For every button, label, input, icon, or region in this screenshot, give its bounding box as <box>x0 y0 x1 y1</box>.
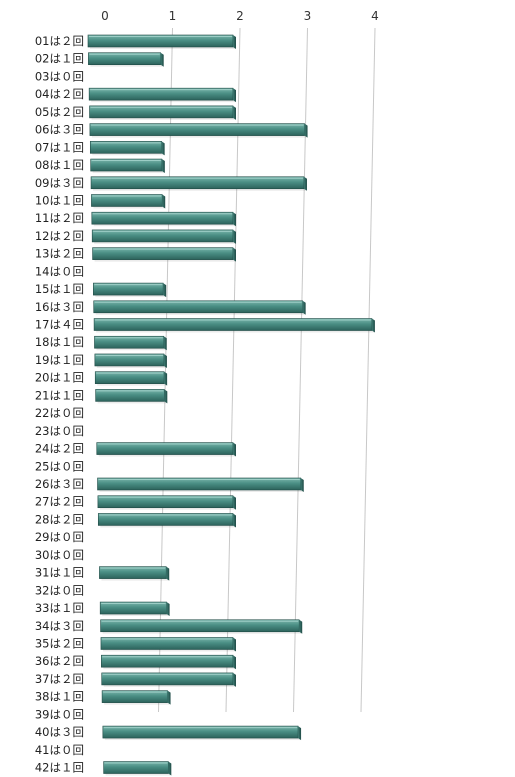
bar <box>93 282 167 298</box>
bar <box>91 194 166 209</box>
bar <box>99 566 170 581</box>
category-label: 05は２回 <box>35 105 84 119</box>
category-label: 29は０回 <box>35 530 84 544</box>
category-label: 41は０回 <box>35 743 84 757</box>
bar <box>94 371 168 386</box>
category-label: 26は３回 <box>35 477 84 491</box>
bar <box>92 247 236 262</box>
category-label: 12は２回 <box>35 229 84 243</box>
category-label: 01は２回 <box>35 34 84 48</box>
category-label: 09は３回 <box>35 176 84 190</box>
bar <box>97 477 304 492</box>
category-label: 15は１回 <box>35 282 84 296</box>
bar <box>94 335 167 351</box>
category-label: 33は１回 <box>35 601 84 615</box>
x-tick-label: 0 <box>101 9 109 23</box>
bar <box>97 513 236 528</box>
bar <box>91 229 236 244</box>
gridline-1 <box>158 27 173 713</box>
bar <box>93 300 306 315</box>
bar <box>101 654 236 670</box>
bar <box>90 158 165 174</box>
category-label: 36は２回 <box>35 654 84 668</box>
category-label: 21は１回 <box>35 388 84 402</box>
bar <box>88 87 236 103</box>
category-label: 10は１回 <box>35 193 84 207</box>
category-label: 40は３回 <box>35 725 84 739</box>
category-label: 16は３回 <box>35 300 84 314</box>
category-label: 11は２回 <box>35 211 84 225</box>
category-label: 28は２回 <box>35 512 84 526</box>
x-tick-label: 2 <box>236 9 244 23</box>
category-label: 08は１回 <box>35 158 84 172</box>
category-label: 23は０回 <box>35 424 84 438</box>
category-label: 22は０回 <box>35 406 84 420</box>
category-label: 34は３回 <box>35 619 84 633</box>
category-label: 19は１回 <box>35 353 84 367</box>
category-label: 14は０回 <box>35 264 84 278</box>
category-label: 13は２回 <box>35 247 84 261</box>
gridline-4 <box>360 27 376 713</box>
category-label: 07は１回 <box>35 140 84 154</box>
bar <box>99 601 170 617</box>
bar <box>89 105 236 120</box>
x-tick-label: 3 <box>304 9 312 23</box>
bar <box>89 123 308 138</box>
category-label: 20は１回 <box>35 371 84 385</box>
bar <box>95 389 168 404</box>
bar <box>88 52 164 67</box>
category-label: 37は２回 <box>35 672 84 686</box>
category-label: 04は２回 <box>35 87 84 101</box>
bar <box>93 318 375 333</box>
category-label: 31は１回 <box>35 566 84 580</box>
x-tick-label: 1 <box>169 9 177 23</box>
bar <box>101 672 236 687</box>
bar <box>96 442 236 457</box>
category-label: 27は２回 <box>35 495 84 509</box>
bar <box>103 761 172 776</box>
category-label: 18は１回 <box>35 335 84 349</box>
category-label: 39は０回 <box>35 707 84 721</box>
category-label: 32は０回 <box>35 583 84 597</box>
category-label: 30は０回 <box>35 548 84 562</box>
category-label: 38は１回 <box>35 690 84 704</box>
bar <box>100 637 236 652</box>
bar <box>102 725 302 741</box>
bar <box>91 211 236 227</box>
bar <box>97 495 236 510</box>
gridline-3 <box>293 27 308 713</box>
category-label: 24は２回 <box>35 442 84 456</box>
bar <box>90 176 307 191</box>
category-label: 25は０回 <box>35 459 84 473</box>
category-label: 02は１回 <box>35 52 84 66</box>
x-tick-label: 4 <box>371 9 379 23</box>
gridline-2 <box>225 27 241 713</box>
bar <box>100 619 303 634</box>
category-label: 03は０回 <box>35 69 84 83</box>
bar <box>87 34 236 49</box>
category-label: 17は４回 <box>35 318 84 332</box>
category-label: 42は１回 <box>35 761 84 775</box>
category-label: 35は２回 <box>35 636 84 650</box>
bar <box>89 141 165 156</box>
bar <box>94 353 167 368</box>
bar <box>101 690 171 705</box>
category-label: 06は３回 <box>35 123 84 137</box>
